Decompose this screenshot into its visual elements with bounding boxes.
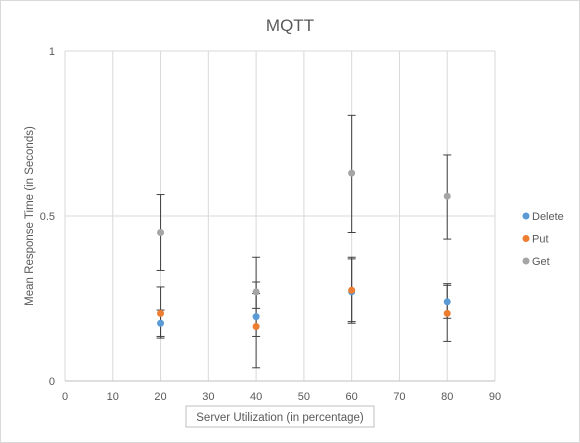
- legend: Delete Put Get: [522, 211, 564, 268]
- x-tick-label: 70: [393, 391, 405, 403]
- data-point-delete: [252, 313, 260, 321]
- grid-lines: [65, 50, 496, 381]
- chart-title: MQTT: [266, 16, 314, 35]
- legend-marker-get: [522, 257, 530, 265]
- y-tick-label: 0.5: [40, 211, 55, 223]
- data-point-put: [252, 323, 260, 331]
- data-point-get: [157, 229, 165, 236]
- y-tick-label: 0: [49, 376, 55, 388]
- x-tick-labels: 0 10 20 30 40 50 60 70 80 90: [62, 391, 501, 403]
- x-tick-label: 30: [202, 391, 214, 403]
- x-tick-label: 20: [154, 391, 166, 403]
- data-point-put: [348, 286, 356, 294]
- x-axis-title-box: [185, 405, 375, 428]
- data-point-get: [443, 192, 451, 200]
- data-point-delete: [157, 319, 165, 327]
- x-tick-label: 0: [62, 391, 68, 403]
- x-tick-label: 40: [250, 391, 262, 403]
- x-axis-title: Server Utilization (in percentage): [196, 412, 364, 424]
- x-tick-label: 80: [441, 391, 453, 403]
- data-point-put: [443, 309, 451, 317]
- legend-marker-put: [522, 235, 530, 242]
- legend-marker-delete: [522, 212, 530, 220]
- legend-label-get: Get: [532, 256, 550, 268]
- axes: [64, 51, 495, 382]
- legend-label-delete: Delete: [532, 211, 564, 223]
- data-point-get: [348, 169, 356, 177]
- x-tick-label: 90: [489, 391, 501, 403]
- data-point-delete: [443, 298, 451, 306]
- x-tick-label: 10: [107, 391, 119, 403]
- legend-label-put: Put: [532, 234, 549, 246]
- data-point-put: [157, 309, 165, 317]
- data-point-get: [252, 288, 260, 296]
- y-tick-labels: 00.51: [40, 46, 55, 388]
- x-tick-label: 50: [298, 391, 310, 403]
- x-tick-label: 60: [346, 391, 358, 403]
- data-series: [156, 114, 452, 369]
- y-tick-label: 1: [49, 46, 55, 58]
- y-axis-title: Mean Response Time (in Seconds): [24, 126, 36, 306]
